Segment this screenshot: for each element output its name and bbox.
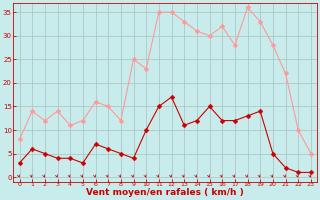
X-axis label: Vent moyen/en rafales ( km/h ): Vent moyen/en rafales ( km/h ) bbox=[86, 188, 244, 197]
